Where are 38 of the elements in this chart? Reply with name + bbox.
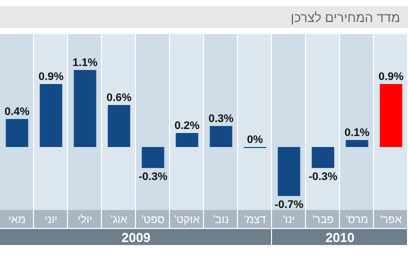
bar	[278, 147, 300, 196]
bar	[346, 140, 368, 147]
x-tick-label: נוב'	[213, 214, 229, 226]
x-tick-label: מאי	[8, 214, 26, 226]
bar	[312, 147, 334, 168]
data-label: 0.2%	[174, 120, 200, 132]
bar	[6, 119, 28, 147]
data-label: -0.3%	[138, 171, 168, 183]
data-label: 0%	[247, 134, 264, 146]
x-tick-label: אוג'	[110, 214, 128, 226]
text: 2009	[122, 230, 150, 245]
data-label: 0.6%	[106, 92, 132, 104]
x-tick-label: יולי	[78, 214, 92, 226]
data-label: 0.9%	[38, 71, 64, 83]
bar	[176, 133, 198, 147]
data-label: 0.4%	[4, 106, 30, 118]
bar	[210, 126, 232, 147]
x-tick-label: דצמ'	[244, 214, 266, 226]
data-label: -0.7%	[274, 199, 304, 211]
x-tick-label: אוקט'	[174, 214, 200, 226]
bar	[142, 147, 164, 168]
data-label: 0.1%	[344, 127, 370, 139]
bar	[380, 84, 402, 147]
data-label: 1.1%	[72, 57, 98, 69]
x-tick-label: ספט'	[141, 214, 165, 226]
text: 2010	[326, 230, 354, 245]
bar	[74, 70, 96, 147]
x-tick-label: אפר'	[380, 214, 402, 226]
x-tick-label: ינו'	[282, 214, 296, 226]
data-label: 0.3%	[208, 113, 234, 125]
x-tick-label: פבר'	[312, 214, 334, 226]
data-label: -0.3%	[308, 171, 338, 183]
bar	[108, 105, 130, 147]
chart-title: מדד המחירים לצרכן	[290, 10, 400, 25]
data-label: 0.9%	[378, 71, 404, 83]
x-tick-label: מרס'	[346, 214, 368, 226]
bar	[40, 84, 62, 147]
x-tick-label: יוני	[44, 214, 58, 226]
